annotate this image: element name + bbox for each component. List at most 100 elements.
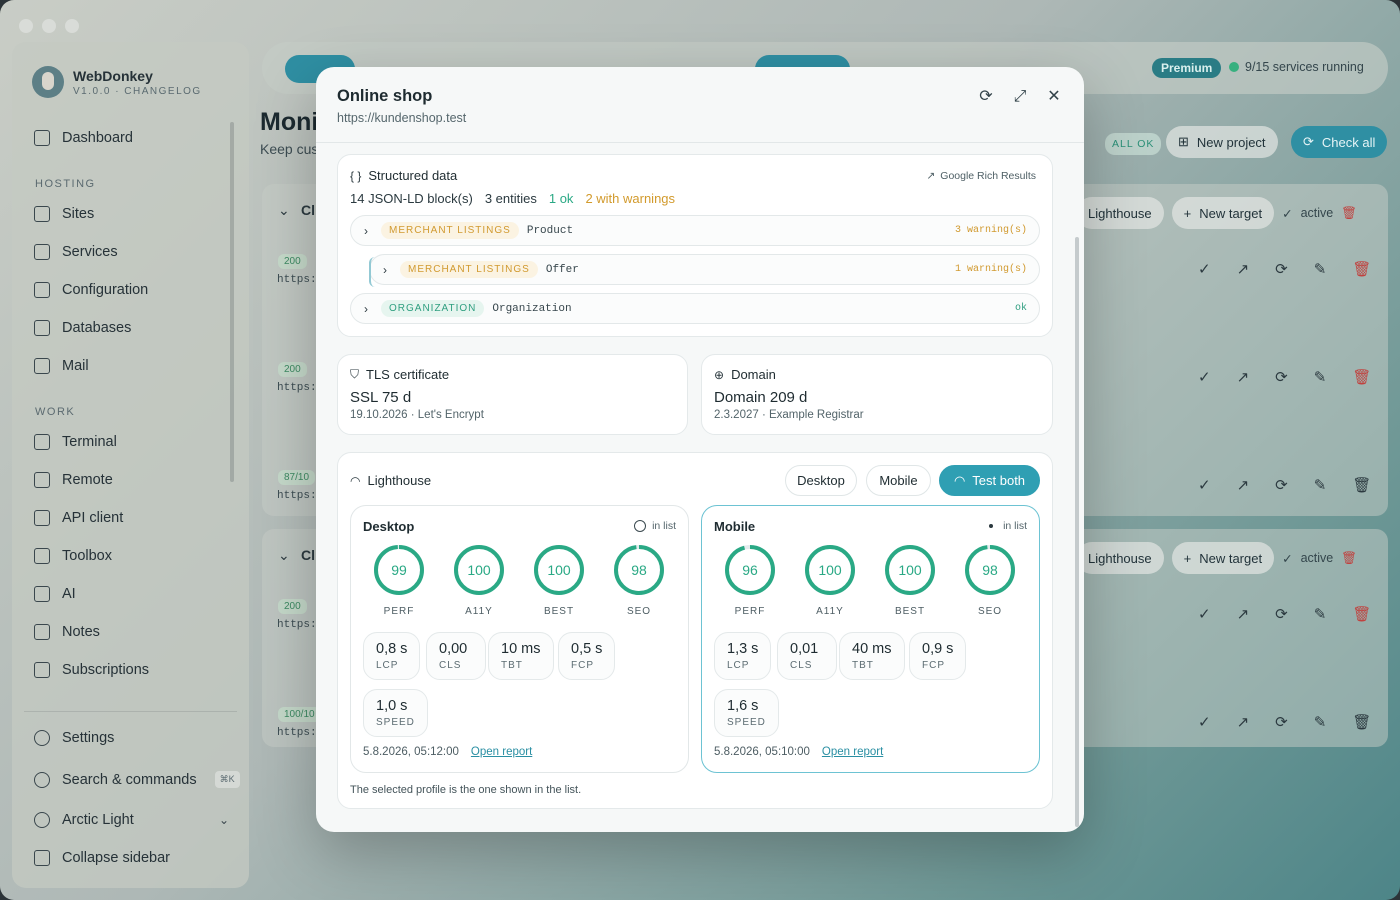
refresh-icon[interactable]: ⟳ <box>1275 477 1288 494</box>
test-desktop-button[interactable]: Desktop <box>785 465 857 496</box>
test-both-button[interactable]: ◠ Test both <box>939 465 1040 496</box>
sidebar-scrollbar[interactable] <box>230 122 234 482</box>
minimize-window-button[interactable] <box>42 19 56 33</box>
score-ring: 99 <box>374 545 424 595</box>
new-target-button[interactable]: + New target <box>1171 197 1275 229</box>
trash-icon[interactable]: 🗑 <box>1352 714 1372 731</box>
open-report-link[interactable]: Open report <box>470 746 533 758</box>
check-icon[interactable]: ✓ <box>1198 477 1211 494</box>
refresh-icon[interactable]: ⟳ <box>1275 261 1288 278</box>
target-url: https: <box>277 382 317 394</box>
score-ring: 100 <box>454 545 504 595</box>
trash-icon[interactable]: 🗑 <box>1352 477 1372 494</box>
check-icon[interactable]: ✓ <box>1198 606 1211 623</box>
metric-value: 10 ms <box>501 641 541 657</box>
trash-icon[interactable]: 🗑 <box>1341 205 1358 220</box>
schema-type: Organization <box>492 302 572 315</box>
target-url: https: <box>277 727 317 739</box>
sidebar-item-label: Notes <box>62 624 100 640</box>
trash-icon[interactable]: 🗑 <box>1341 550 1358 565</box>
pencil-icon[interactable]: ✎ <box>1313 477 1327 494</box>
dialog-scrollbar[interactable] <box>1075 237 1079 827</box>
pencil-icon[interactable]: ✎ <box>1313 606 1327 623</box>
plus-icon: + <box>1183 205 1192 221</box>
check-icon[interactable]: ✓ <box>1198 369 1211 386</box>
chevron-right-icon[interactable]: › <box>364 223 368 238</box>
pencil-icon[interactable]: ✎ <box>1313 714 1327 731</box>
new-project-button[interactable]: ⊞ New project <box>1166 126 1278 158</box>
jsonld-row[interactable]: › MERCHANT LISTINGS Offer 1 warning(s) <box>369 254 1040 285</box>
check-all-button[interactable]: ⟳ Check all <box>1291 126 1388 158</box>
external-link-icon[interactable]: ↗ <box>1236 714 1250 731</box>
lighthouse-button[interactable]: Lighthouse <box>1076 542 1164 574</box>
sidebar-item-sites[interactable]: Sites <box>34 206 94 222</box>
sidebar-item-configuration[interactable]: Configuration <box>34 282 148 298</box>
external-link-icon[interactable]: ↗ <box>1236 477 1250 494</box>
app-version[interactable]: V1.0.0 · CHANGELOG <box>73 85 202 97</box>
refresh-icon[interactable]: ⟳ <box>1275 714 1288 731</box>
active-label[interactable]: active <box>1300 206 1334 220</box>
jsonld-row[interactable]: › MERCHANT LISTINGS Product 3 warning(s) <box>350 215 1040 246</box>
score-gauge-a11y: 100 A11Y <box>453 544 505 617</box>
score-value: 100 <box>818 562 842 578</box>
sidebar-item-api-client[interactable]: API client <box>34 510 123 526</box>
sidebar-item-services[interactable]: Services <box>34 244 118 260</box>
metric-label: TBT <box>501 660 523 671</box>
jsonld-row[interactable]: › ORGANIZATION Organization ok <box>350 293 1040 324</box>
external-link-icon[interactable]: ↗ <box>1236 606 1250 623</box>
schema-tag: ORGANIZATION <box>381 300 485 317</box>
sidebar-item-mail[interactable]: Mail <box>34 358 89 374</box>
test-timestamp: 5.8.2026, 05:10:00 <box>714 746 810 758</box>
row-actions: ✓ ↗ ⟳ ✎ 🗑 <box>1198 476 1371 494</box>
sidebar-item-databases[interactable]: Databases <box>34 320 131 336</box>
collapse-sidebar-button[interactable]: Collapse sidebar <box>34 850 170 866</box>
sidebar-item-settings[interactable]: Settings <box>34 730 114 746</box>
sidebar-item-dashboard[interactable]: Dashboard <box>34 130 133 146</box>
lighthouse-button[interactable]: Lighthouse <box>1076 197 1164 229</box>
trash-icon[interactable]: 🗑 <box>1352 369 1372 386</box>
sidebar-item-ai[interactable]: AI <box>34 586 76 602</box>
refresh-icon[interactable]: ⟳ <box>979 88 993 105</box>
sidebar-item-notes[interactable]: Notes <box>34 624 100 640</box>
theme-select[interactable]: Arctic Light ⌄ <box>34 812 229 828</box>
external-link-icon[interactable]: ↗ <box>1236 369 1250 386</box>
brand[interactable]: WebDonkey V1.0.0 · CHANGELOG <box>32 66 202 98</box>
sidebar-item-subscriptions[interactable]: Subscriptions <box>34 662 149 678</box>
in-list-label: in list <box>652 520 676 532</box>
sidebar-item-toolbox[interactable]: Toolbox <box>34 548 112 564</box>
metric-speed: 1,0 s SPEED <box>363 689 428 737</box>
metric-label: FCP <box>922 660 945 671</box>
expand-icon[interactable]: ⤢ <box>1013 88 1027 105</box>
test-mobile-button[interactable]: Mobile <box>866 465 931 496</box>
new-target-button[interactable]: + New target <box>1171 542 1275 574</box>
close-window-button[interactable] <box>19 19 33 33</box>
pencil-icon[interactable]: ✎ <box>1313 369 1327 386</box>
refresh-icon[interactable]: ⟳ <box>1275 606 1288 623</box>
target-url: https: <box>277 619 317 631</box>
zoom-window-button[interactable] <box>65 19 79 33</box>
check-icon[interactable]: ✓ <box>1198 714 1211 731</box>
chevron-down-icon[interactable]: ⌄ <box>278 202 290 218</box>
sidebar-item-label: Remote <box>62 472 113 488</box>
in-list-radio[interactable]: in list <box>634 520 676 532</box>
sidebar-item-terminal[interactable]: Terminal <box>34 434 117 450</box>
active-label[interactable]: active <box>1300 551 1334 565</box>
chevron-down-icon[interactable]: ⌄ <box>278 547 290 563</box>
refresh-icon[interactable]: ⟳ <box>1275 369 1288 386</box>
trash-icon[interactable]: 🗑 <box>1352 261 1372 278</box>
in-list-radio[interactable]: in list <box>985 520 1027 532</box>
close-icon[interactable]: ✕ <box>1047 88 1061 105</box>
sidebar-item-label: Toolbox <box>62 548 112 564</box>
check-icon[interactable]: ✓ <box>1198 261 1211 278</box>
external-link-icon[interactable]: ↗ <box>1236 261 1250 278</box>
pencil-icon[interactable]: ✎ <box>1313 261 1327 278</box>
trash-icon[interactable]: 🗑 <box>1352 606 1372 623</box>
chevron-right-icon[interactable]: › <box>383 262 387 277</box>
sidebar-item-remote[interactable]: Remote <box>34 472 113 488</box>
lighthouse-profile-desktop[interactable]: Desktop in list 99 PERF 100 A11Y 100 BEST 98 SEO 0… <box>350 505 689 773</box>
lighthouse-profile-mobile[interactable]: Mobile in list 96 PERF 100 A11Y 100 BEST 98 SEO 1,… <box>701 505 1040 773</box>
google-rich-results-link[interactable]: ↗ Google Rich Results <box>926 170 1036 182</box>
search-commands-button[interactable]: Search & commands ⌘K <box>34 771 240 788</box>
open-report-link[interactable]: Open report <box>821 746 884 758</box>
chevron-right-icon[interactable]: › <box>364 301 368 316</box>
